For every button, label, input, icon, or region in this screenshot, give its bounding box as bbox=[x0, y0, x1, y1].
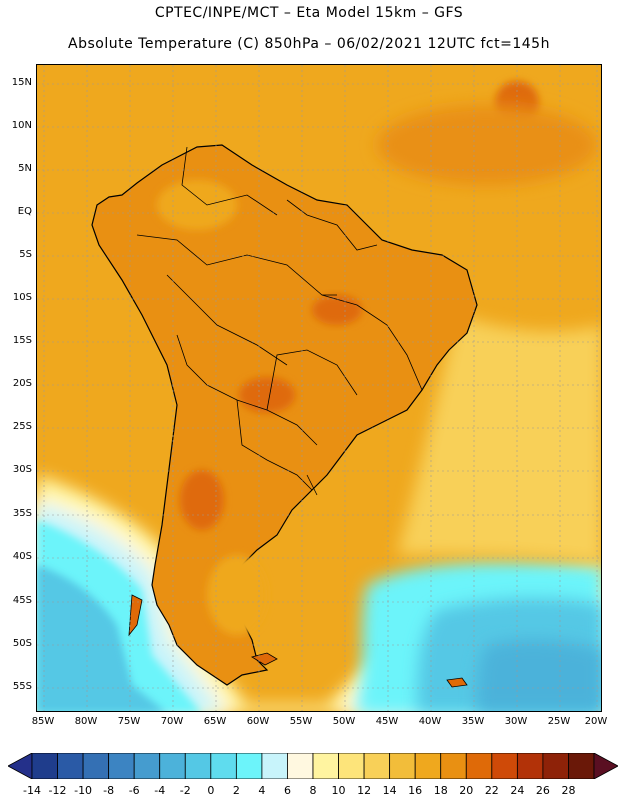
lat-label: 55S bbox=[12, 681, 32, 692]
lat-label: EQ bbox=[17, 206, 32, 217]
lat-lon-grid bbox=[37, 65, 601, 711]
colorbar-label: 28 bbox=[561, 784, 576, 797]
lon-label: 50W bbox=[332, 716, 356, 727]
colorbar-swatch bbox=[516, 753, 544, 779]
colorbar-label: 2 bbox=[232, 784, 240, 797]
colorbar-swatch bbox=[287, 753, 314, 779]
cooler-area-north bbox=[157, 180, 237, 230]
colorbar-label: -4 bbox=[154, 784, 166, 797]
lon-label: 75W bbox=[117, 716, 141, 727]
lat-label: 10S bbox=[12, 292, 32, 303]
lon-label: 25W bbox=[547, 716, 571, 727]
islands bbox=[128, 594, 468, 688]
lon-label: 85W bbox=[31, 716, 55, 727]
lat-label: 25S bbox=[12, 421, 32, 432]
colorbar-label: 18 bbox=[433, 784, 448, 797]
colorbar-swatch bbox=[82, 753, 110, 779]
hot-area-argentina bbox=[180, 470, 224, 530]
colorbar-swatch bbox=[338, 753, 365, 779]
colorbar-swatch bbox=[363, 753, 391, 779]
colorbar-swatch bbox=[133, 753, 161, 779]
colorbar-swatch bbox=[440, 753, 467, 779]
colorbar-label: 16 bbox=[408, 784, 423, 797]
map-subtitle: Absolute Temperature (C) 850hPa – 06/02/… bbox=[68, 36, 550, 52]
colorbar-label: 24 bbox=[510, 784, 525, 797]
lat-label: 35S bbox=[12, 508, 32, 519]
colorbar bbox=[8, 753, 618, 779]
lat-label: 40S bbox=[12, 551, 32, 562]
colorbar-swatch bbox=[210, 753, 237, 779]
colorbar-label: 20 bbox=[459, 784, 474, 797]
lon-label: 70W bbox=[160, 716, 184, 727]
lon-label: 80W bbox=[74, 716, 98, 727]
cold-pacific-deep bbox=[37, 565, 165, 711]
cooler-area-patagonia bbox=[207, 555, 267, 635]
lat-label: 30S bbox=[12, 464, 32, 475]
colorbar-label: 8 bbox=[309, 784, 317, 797]
colorbar-swatch bbox=[261, 753, 288, 779]
colorbar-label: -14 bbox=[23, 784, 41, 797]
colorbar-label: -12 bbox=[48, 784, 67, 797]
temperature-map bbox=[36, 64, 602, 712]
lat-label: 5N bbox=[18, 163, 32, 174]
colorbar-swatch bbox=[184, 753, 212, 779]
colorbar-swatch bbox=[235, 753, 263, 779]
lat-label: 15N bbox=[11, 77, 32, 88]
colorbar-label: -6 bbox=[128, 784, 140, 797]
colorbar-swatch bbox=[389, 753, 416, 779]
lat-label: 5S bbox=[19, 249, 32, 260]
colorbar-label: 12 bbox=[357, 784, 372, 797]
lat-label: 20S bbox=[12, 378, 32, 389]
map-title: CPTEC/INPE/MCT – Eta Model 15km – GFS bbox=[154, 5, 464, 21]
colorbar-swatch bbox=[414, 753, 442, 779]
lon-label: 65W bbox=[203, 716, 227, 727]
colorbar-swatch bbox=[568, 753, 595, 779]
lon-label: 45W bbox=[375, 716, 399, 727]
colorbar-swatch bbox=[108, 753, 135, 779]
atlantic-yellow bbox=[397, 315, 601, 565]
colorbar-label: -10 bbox=[74, 784, 93, 797]
lon-label: 35W bbox=[461, 716, 485, 727]
colorbar-label: 22 bbox=[484, 784, 499, 797]
colorbar-swatch bbox=[491, 753, 518, 779]
lon-label: 20W bbox=[584, 716, 608, 727]
colorbar-label: 14 bbox=[382, 784, 397, 797]
colorbar-label: 0 bbox=[207, 784, 215, 797]
lon-label: 60W bbox=[246, 716, 270, 727]
south-america-landmass bbox=[91, 144, 478, 686]
colorbar-label: 4 bbox=[258, 784, 266, 797]
lat-label: 50S bbox=[12, 638, 32, 649]
coldest-atlantic bbox=[477, 639, 601, 711]
colorbar-low-arrow bbox=[8, 753, 33, 779]
warm-ocean-patch bbox=[377, 105, 597, 185]
colorbar-swatch bbox=[57, 753, 84, 779]
colorbar-swatch bbox=[159, 753, 186, 779]
colorbar-label: 6 bbox=[283, 784, 291, 797]
colorbar-label: -2 bbox=[179, 784, 191, 797]
colorbar-high-arrow bbox=[593, 753, 618, 779]
colorbar-swatch bbox=[542, 753, 569, 779]
colorbar-swatch bbox=[312, 753, 339, 779]
lon-label: 30W bbox=[504, 716, 528, 727]
colorbar-swatch bbox=[31, 753, 58, 779]
lat-label: 15S bbox=[12, 335, 32, 346]
lon-label: 55W bbox=[289, 716, 313, 727]
lat-label: 45S bbox=[12, 595, 32, 606]
colorbar-label: 10 bbox=[331, 784, 346, 797]
colorbar-swatch bbox=[465, 753, 493, 779]
lon-label: 40W bbox=[418, 716, 442, 727]
map-canvas bbox=[37, 65, 601, 711]
colorbar-label: 26 bbox=[535, 784, 550, 797]
lat-label: 10N bbox=[11, 120, 32, 131]
hot-area-chaco bbox=[239, 377, 295, 413]
colorbar-label: -8 bbox=[103, 784, 115, 797]
